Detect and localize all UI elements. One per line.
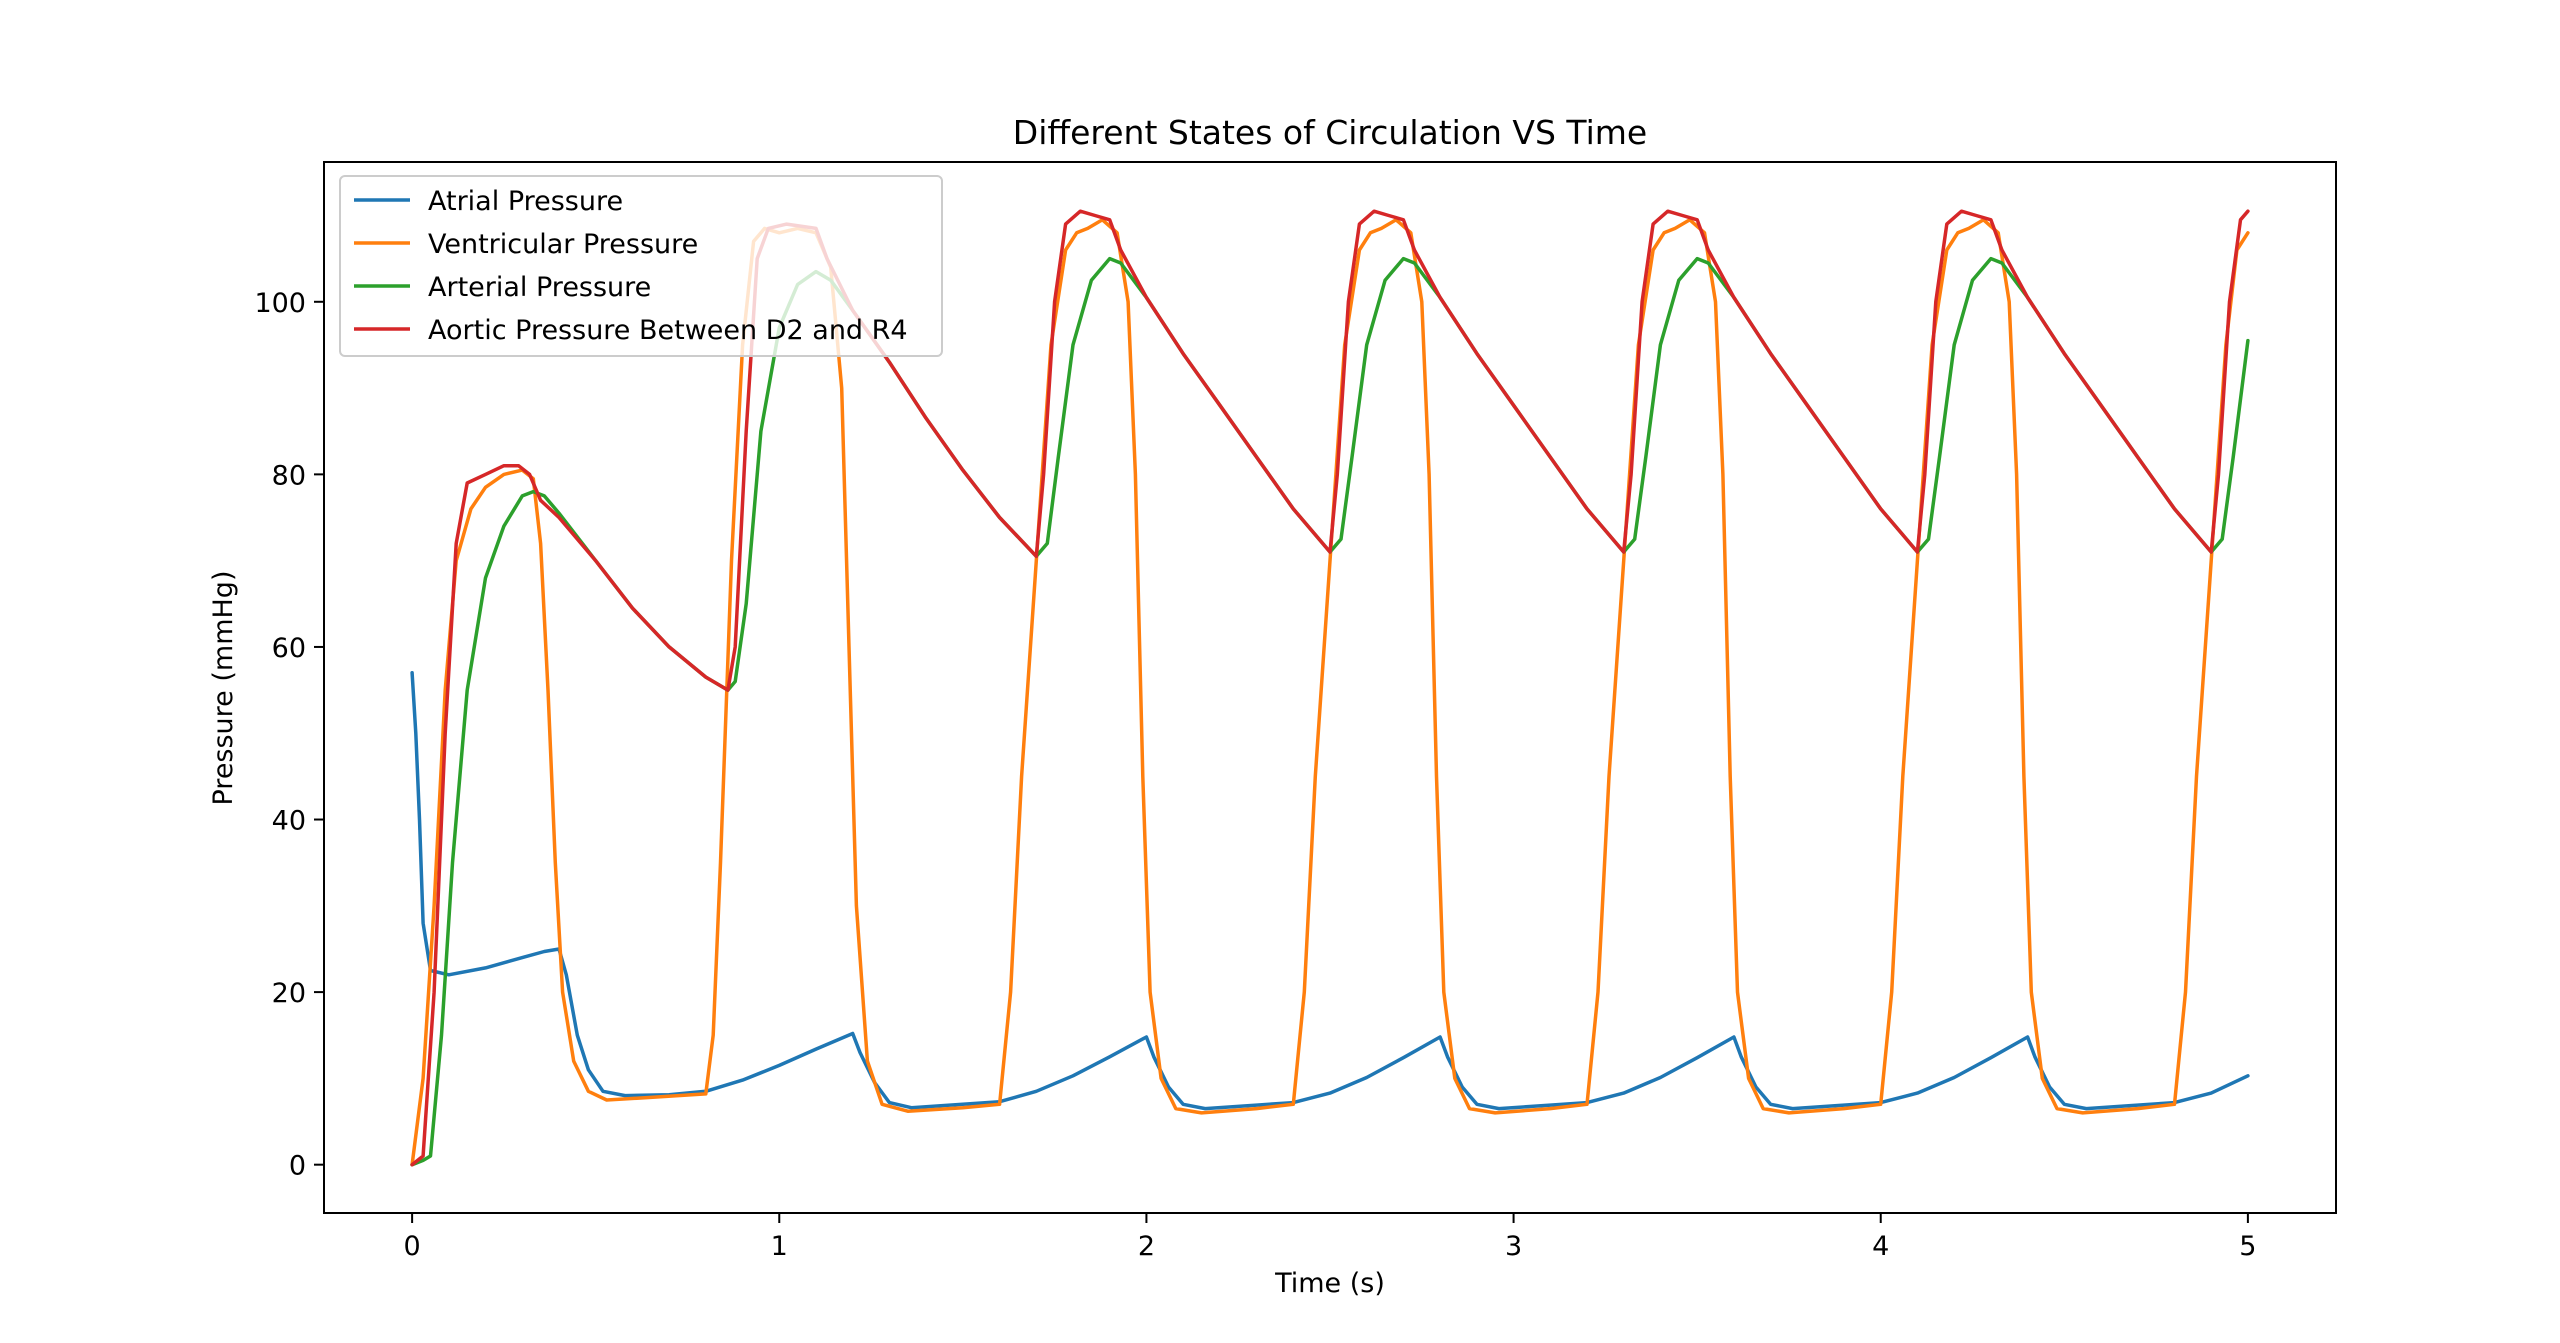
x-tick-label: 2 <box>1138 1231 1155 1262</box>
y-axis-label: Pressure (mmHg) <box>208 571 239 806</box>
plot-frame <box>323 161 2337 1214</box>
series-line-4 <box>410 209 2250 1167</box>
series-layer <box>410 209 2250 1167</box>
legend-label: Atrial Pressure <box>428 186 623 217</box>
series-line-1 <box>410 671 2250 1111</box>
x-tick-label: 4 <box>1872 1231 1889 1262</box>
x-axis: 0 1 2 3 4 5 <box>404 1213 2256 1262</box>
chart-title: Different States of Circulation VS Time <box>1013 113 1647 152</box>
y-tick-label: 80 <box>272 460 306 491</box>
legend-box <box>339 175 943 357</box>
y-tick-label: 20 <box>272 978 306 1009</box>
x-tick-label: 1 <box>771 1231 788 1262</box>
y-tick-label: 100 <box>254 288 306 319</box>
legend-label: Arterial Pressure <box>428 272 651 303</box>
legend-label: Aortic Pressure Between D2 and R4 <box>428 315 908 346</box>
legend: Atrial Pressure Ventricular Pressure Arter… <box>339 175 943 357</box>
legend-label: Ventricular Pressure <box>428 229 698 260</box>
x-tick-label: 5 <box>2239 1231 2256 1262</box>
y-tick-label: 0 <box>289 1151 306 1182</box>
x-tick-label: 0 <box>404 1231 421 1262</box>
y-tick-label: 40 <box>272 806 306 837</box>
y-axis: 0 20 40 60 80 100 <box>254 288 324 1182</box>
y-tick-label: 60 <box>272 633 306 664</box>
x-tick-label: 3 <box>1505 1231 1522 1262</box>
x-axis-label: Time (s) <box>1274 1268 1385 1299</box>
series-line-3 <box>410 256 2250 1167</box>
series-line-2 <box>410 218 2250 1167</box>
